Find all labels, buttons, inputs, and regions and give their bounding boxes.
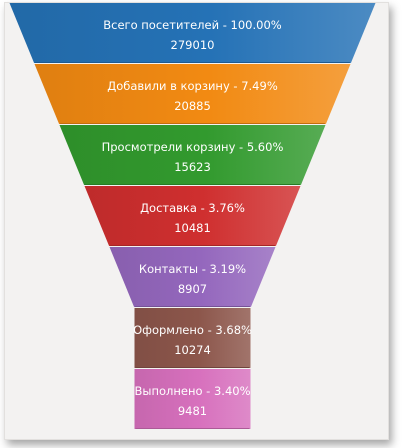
segment-label: Всего посетителей - 100.00% — [103, 18, 282, 32]
funnel-segment — [34, 64, 351, 124]
funnel-segment — [109, 247, 276, 307]
funnel-segment — [9, 3, 376, 63]
funnel-chart: Всего посетителей - 100.00% 279010 Добавил… — [9, 3, 376, 429]
segment-label: Выполнено - 3.40% — [134, 384, 250, 398]
segment-label: Доставка - 3.76% — [140, 201, 245, 215]
segment-label: Просмотрели корзину - 5.60% — [102, 140, 284, 154]
chart-card: Всего посетителей - 100.00% 279010 Добавил… — [4, 2, 389, 440]
segment-label: Оформлено - 3.68% — [133, 323, 252, 337]
segment-value: 10481 — [174, 221, 211, 235]
segment-value: 8907 — [178, 282, 207, 296]
segment-value: 10274 — [174, 343, 211, 357]
funnel-segment — [134, 369, 251, 429]
funnel-segment — [84, 186, 301, 246]
segment-label: Контакты - 3.19% — [139, 262, 246, 276]
funnel-segment — [59, 125, 326, 185]
segment-value: 279010 — [171, 38, 215, 52]
funnel-segment — [134, 308, 251, 368]
segment-value: 9481 — [178, 404, 207, 418]
segment-value: 20885 — [174, 99, 211, 113]
segment-value: 15623 — [174, 160, 211, 174]
segment-label: Добавили в корзину - 7.49% — [107, 79, 278, 93]
